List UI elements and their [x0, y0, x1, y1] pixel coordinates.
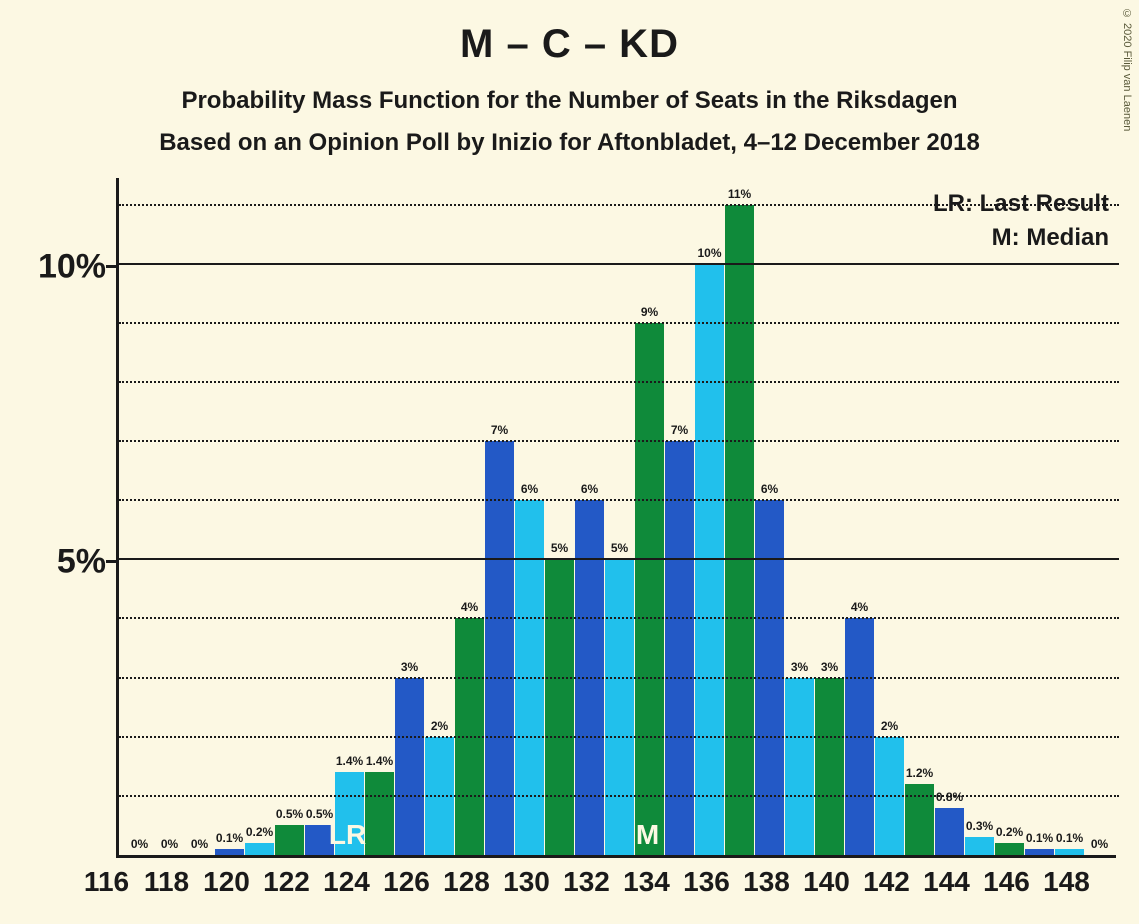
bars-container: 0%0%0%0.1%0.2%0.5%0.5%1.4%1.4%3%2%4%7%6%… — [119, 175, 1119, 855]
y-tick-label: 5% — [0, 543, 106, 582]
bar-label: 7% — [470, 423, 530, 437]
bar-label: 6% — [500, 482, 560, 496]
x-tick-label: 126 — [383, 866, 430, 898]
y-tick-mark — [106, 560, 116, 563]
bar-label: 9% — [620, 305, 680, 319]
gridline-minor — [119, 204, 1119, 206]
x-tick-label: 132 — [563, 866, 610, 898]
x-tick-label: 128 — [443, 866, 490, 898]
bar-label: 6% — [740, 482, 800, 496]
bar — [1025, 849, 1054, 855]
bar — [965, 837, 994, 855]
bar — [395, 678, 424, 855]
bar — [815, 678, 844, 855]
bar — [545, 559, 574, 855]
gridline-minor — [119, 617, 1119, 619]
chart-subtitle-2: Based on an Opinion Poll by Inizio for A… — [0, 129, 1139, 157]
gridline-minor — [119, 795, 1119, 797]
bar — [275, 825, 304, 855]
gridline-minor — [119, 440, 1119, 442]
bar-label: 1.2% — [890, 766, 950, 780]
plot-area: 0%0%0%0.1%0.2%0.5%0.5%1.4%1.4%3%2%4%7%6%… — [116, 178, 1116, 858]
gridline-minor — [119, 499, 1119, 501]
bar-label: 2% — [860, 719, 920, 733]
bar — [245, 843, 274, 855]
bar-label: 3% — [380, 660, 440, 674]
bar-label: 4% — [830, 600, 890, 614]
chart-title: M – C – KD — [0, 0, 1139, 67]
bar-label: 6% — [560, 482, 620, 496]
bar — [485, 441, 514, 855]
bar — [635, 323, 664, 855]
bar — [785, 678, 814, 855]
chart-area: 0%0%0%0.1%0.2%0.5%0.5%1.4%1.4%3%2%4%7%6%… — [116, 178, 1116, 858]
x-tick-label: 134 — [623, 866, 670, 898]
x-tick-label: 116 — [84, 866, 129, 898]
x-tick-label: 118 — [144, 866, 189, 898]
bar — [725, 205, 754, 855]
gridline-minor — [119, 322, 1119, 324]
gridline-major — [119, 263, 1119, 265]
y-tick-mark — [106, 265, 116, 268]
gridline-minor — [119, 381, 1119, 383]
x-tick-label: 144 — [923, 866, 970, 898]
bar — [305, 825, 334, 855]
x-tick-label: 140 — [803, 866, 850, 898]
bar-label: 11% — [710, 187, 770, 201]
gridline-minor — [119, 736, 1119, 738]
x-axis-labels: 1161181201221241261281301321341361381401… — [116, 866, 1116, 906]
x-tick-label: 124 — [323, 866, 370, 898]
x-tick-label: 122 — [263, 866, 310, 898]
bar — [335, 772, 364, 855]
bar — [665, 441, 694, 855]
x-tick-label: 146 — [983, 866, 1030, 898]
bar — [215, 849, 244, 855]
x-tick-label: 138 — [743, 866, 790, 898]
gridline-minor — [119, 677, 1119, 679]
x-tick-label: 142 — [863, 866, 910, 898]
bar — [605, 559, 634, 855]
x-tick-label: 120 — [203, 866, 250, 898]
gridline-major — [119, 558, 1119, 560]
copyright-text: © 2020 Filip van Laenen — [1121, 8, 1133, 131]
x-tick-label: 148 — [1043, 866, 1090, 898]
x-tick-label: 130 — [503, 866, 550, 898]
y-tick-label: 10% — [0, 247, 106, 286]
x-tick-label: 136 — [683, 866, 730, 898]
bar-label: 0% — [1070, 837, 1130, 851]
chart-subtitle-1: Probability Mass Function for the Number… — [0, 87, 1139, 115]
bar — [365, 772, 394, 855]
